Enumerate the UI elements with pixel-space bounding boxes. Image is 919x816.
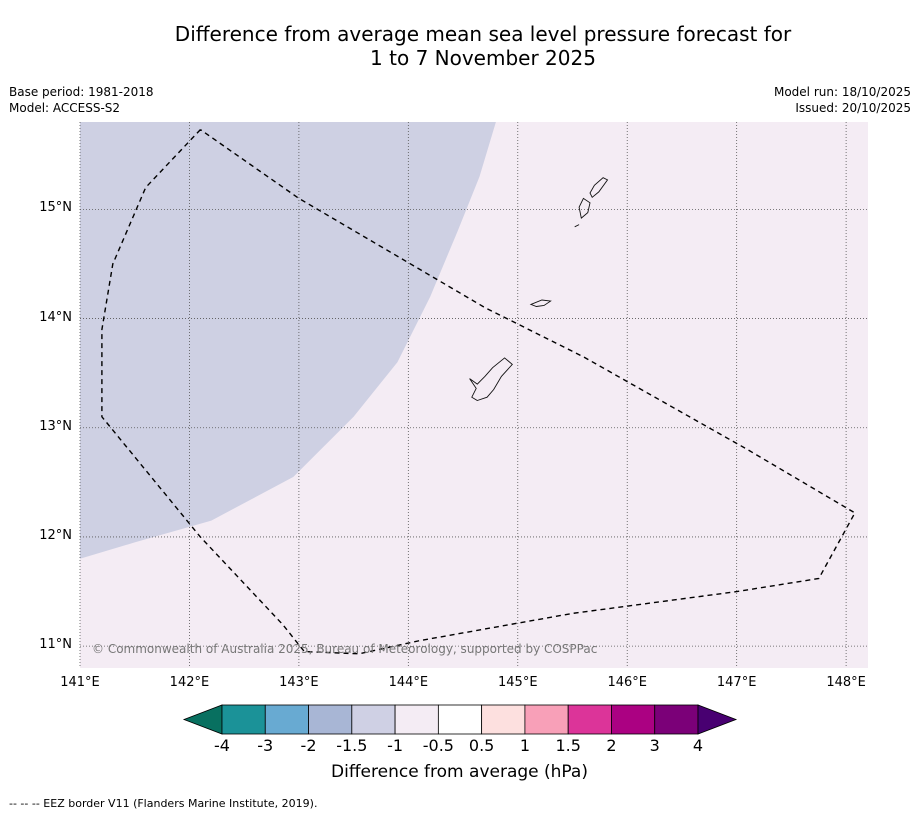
colorbar-bin — [308, 704, 353, 735]
colorbar-tick-label: 1.5 — [555, 736, 581, 755]
model-name: Model: ACCESS-S2 — [9, 101, 121, 115]
colorbar-bin — [437, 704, 483, 735]
lon-tick-label: 148°E — [826, 675, 866, 690]
colorbar-tick-label: 2 — [606, 736, 617, 755]
lon-tick-label: 147°E — [716, 675, 757, 690]
island-guam — [469, 357, 513, 401]
model-run: Model run: 18/10/2025 — [773, 85, 911, 99]
lat-tick-label: 14°N — [39, 309, 72, 325]
colorbar-extend-high — [697, 704, 738, 735]
eez-footnote: -- -- -- EEZ border V11 (Flanders Marine… — [9, 797, 318, 810]
lon-tick-label: 142°E — [169, 675, 210, 690]
meta-right: Model run: 18/10/2025 Issued: 20/10/2025 — [774, 84, 911, 116]
colorbar-bin — [264, 704, 309, 735]
colorbar-tick-label: 3 — [649, 736, 660, 755]
colorbar-bin — [524, 704, 569, 735]
colorbar-tick-label: 0.5 — [468, 736, 495, 755]
colorbar-bin — [481, 704, 526, 735]
colorbar-tick-label: 4 — [692, 736, 704, 755]
lon-tick-label: 143°E — [279, 675, 319, 690]
colorbar-bin — [351, 704, 396, 735]
lat-tick-label: 15°N — [39, 200, 72, 216]
chart-title: Difference from average mean sea level p… — [0, 22, 919, 70]
colorbar-tick-label: -4 — [214, 736, 230, 755]
colorbar-tick-label: -1.5 — [336, 736, 368, 755]
island-saipan — [589, 177, 609, 199]
colorbar-extend-low — [182, 704, 223, 735]
lon-tick-label: 145°E — [498, 675, 538, 690]
colorbar-bin — [221, 704, 266, 735]
island-rota — [529, 299, 552, 307]
colorbar-tick-label: -1 — [387, 736, 404, 755]
colorbar — [182, 704, 738, 735]
colorbar-tick-label: -0.5 — [422, 736, 454, 755]
colorbar-bin — [567, 704, 612, 735]
colorbar-tick-label: -2 — [300, 736, 317, 755]
eez-border — [101, 129, 856, 655]
island-tinian — [578, 197, 591, 219]
lat-tick-label: 13°N — [39, 418, 72, 434]
lat-tick-label: 11°N — [39, 637, 72, 653]
colorbar-tick-label: -3 — [257, 736, 274, 755]
colorbar-bin — [654, 704, 699, 735]
colorbar-tick-label: 1 — [519, 736, 530, 755]
meta-left: Base period: 1981-2018 Model: ACCESS-S2 — [9, 84, 154, 116]
colorbar-bin — [611, 704, 656, 735]
colorbar-title: Difference from average (hPa) — [331, 762, 588, 782]
lon-tick-label: 144°E — [388, 675, 429, 690]
base-period: Base period: 1981-2018 — [9, 85, 154, 99]
lat-tick-label: 12°N — [39, 527, 72, 543]
colorbar-bin — [394, 704, 439, 735]
island-aguijan — [574, 224, 580, 228]
title-line-1: Difference from average mean sea level p… — [174, 22, 792, 46]
shaded-region-minus-1-5 — [80, 122, 496, 559]
title-line-2: 1 to 7 November 2025 — [370, 46, 596, 70]
issued-date: Issued: 20/10/2025 — [795, 101, 911, 115]
lon-tick-label: 146°E — [607, 675, 647, 690]
copyright-text: © Commonwealth of Australia 2025, Bureau… — [92, 642, 597, 656]
lon-tick-label: 141°E — [60, 675, 100, 690]
